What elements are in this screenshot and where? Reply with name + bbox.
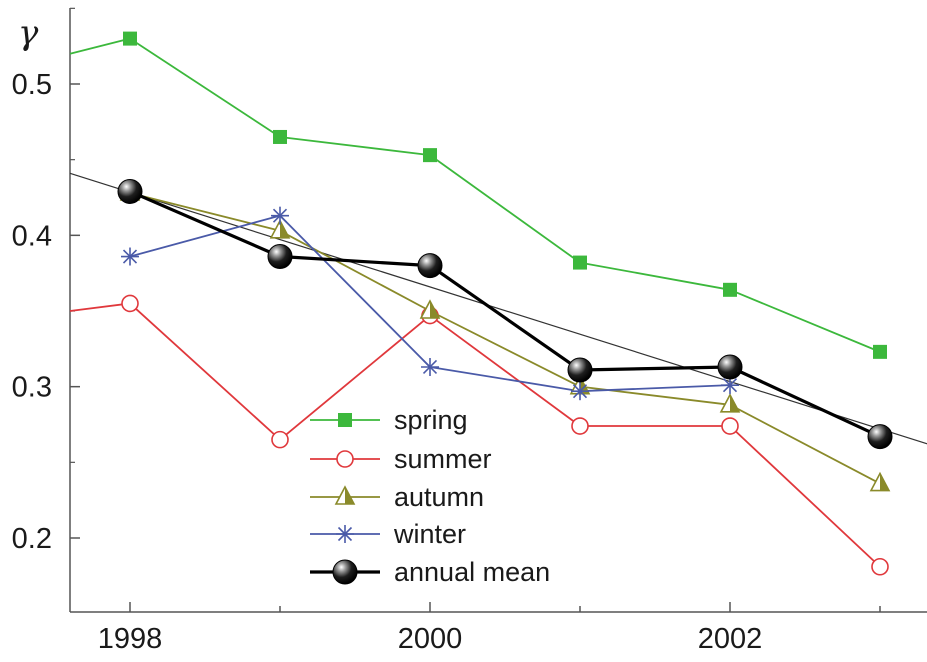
data-point-winter (421, 357, 439, 376)
series-line-summer (69, 302, 881, 568)
legend-marker (336, 525, 354, 543)
y-ticks: 0.2 0.3 0.4 0.5 (12, 7, 80, 555)
series-line-autumn (129, 192, 881, 485)
data-point-spring (873, 344, 887, 359)
series-line-spring (69, 37, 881, 353)
data-point-autumn (419, 299, 441, 319)
data-point-annual-mean (117, 178, 143, 204)
x-tick-label: 2000 (398, 623, 463, 655)
x-tick-label: 2002 (698, 623, 763, 655)
data-point-summer (871, 557, 889, 576)
legend-label: winter (393, 519, 466, 549)
legend-label: summer (394, 444, 492, 474)
data-point-winter (271, 206, 289, 225)
series-markers (117, 31, 893, 576)
data-point-summer (271, 430, 289, 449)
y-axis-label: γ (18, 13, 39, 53)
data-point-winter (121, 247, 139, 266)
y-tick-label: 0.5 (12, 69, 52, 101)
data-point-summer (571, 417, 589, 435)
series-line-annual-mean (129, 189, 881, 439)
axes (69, 8, 927, 613)
trend-line (69, 172, 927, 445)
data-point-winter (721, 376, 739, 395)
data-point-summer (121, 294, 139, 313)
data-point-annual-mean (567, 357, 593, 383)
x-tick-label: 1998 (98, 623, 163, 655)
legend-marker (334, 485, 356, 505)
legend-marker (338, 413, 352, 427)
legend: spring summer autumn winter annual mean (310, 405, 550, 587)
legend-label: autumn (394, 482, 484, 512)
data-point-spring (423, 148, 437, 163)
data-point-annual-mean (867, 424, 893, 450)
data-point-spring (123, 31, 137, 46)
y-tick-label: 0.3 (12, 372, 52, 404)
data-point-annual-mean (417, 253, 443, 279)
legend-marker (332, 559, 358, 585)
data-point-autumn (719, 393, 741, 413)
data-point-spring (273, 129, 287, 144)
data-point-spring (723, 282, 737, 297)
data-point-annual-mean (267, 244, 293, 270)
data-point-annual-mean (717, 354, 743, 380)
legend-marker (336, 450, 354, 468)
legend-label: spring (394, 405, 468, 435)
data-point-spring (573, 255, 587, 270)
y-tick-label: 0.2 (12, 523, 52, 555)
data-point-autumn (869, 471, 891, 492)
plot-area (69, 31, 927, 576)
data-point-winter (571, 382, 589, 401)
y-tick-label: 0.4 (12, 220, 52, 252)
data-point-autumn (269, 219, 291, 239)
x-ticks: 1998 2000 2002 (98, 602, 881, 655)
data-point-summer (721, 417, 739, 435)
legend-label: annual mean (394, 557, 550, 587)
